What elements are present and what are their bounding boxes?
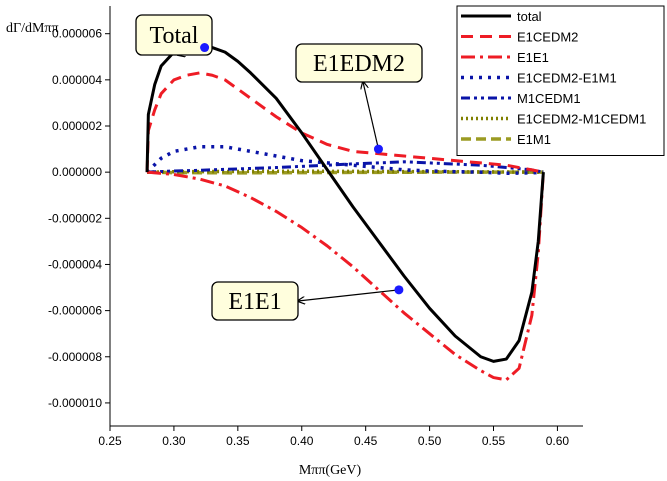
annotation-arrow [298,289,399,301]
annotation-marker [394,285,404,295]
y-axis-title: dΓ/dMππ [6,21,59,36]
legend: total E1CEDM2 E1E1 E1CEDM2-E1M1 M1CEDM1 E1CED… [456,5,665,156]
legend-label: total [517,9,542,24]
y-tick-label: 0.000002 [52,119,102,133]
x-tick-label: 0.35 [226,434,250,448]
y-tick-label: -0.000008 [48,350,102,364]
y-tick-label: -0.000006 [48,304,102,318]
annotation-arrow [363,82,380,150]
annotation-marker [373,144,383,154]
annotation-label: E1E1 [228,289,281,315]
axes: 0.25 0.30 0.35 0.40 0.45 0.50 0.55 0.60 0.000006… [48,6,583,448]
series-line-m1cedm1 [147,160,544,174]
annotation-marker [200,43,210,53]
y-tick-label: -0.000004 [48,257,102,271]
x-tick-label: 0.25 [98,434,122,448]
legend-label: E1E1 [517,50,549,65]
y-tick-label: -0.000010 [48,396,102,410]
x-tick-label: 0.50 [418,434,442,448]
annotation-box [135,14,213,56]
x-tick-label: 0.55 [482,434,506,448]
annotation-label: Total [150,23,199,49]
y-tick-label: 0.000000 [52,165,102,179]
series-line-e1cedm2 [145,71,544,174]
y-tick-label: -0.000002 [48,211,102,225]
legend-label: E1CEDM2-M1CEDM1 [517,112,646,127]
x-tick-label: 0.30 [162,434,186,448]
x-tick-label: 0.40 [290,434,314,448]
y-tick-label: 0.000006 [52,27,102,41]
x-axis-title: Mππ(GeV) [299,463,362,478]
x-tick-label: 0.45 [354,434,378,448]
annotation-label: E1EDM2 [313,51,405,77]
legend-box [456,5,665,156]
annotation-box [295,43,423,83]
legend-label: E1CEDM2 [517,30,578,45]
legend-label: M1CEDM1 [517,91,581,106]
series-line-e1cedm2-m1cedm1 [147,169,544,174]
series-line-e1cedm2-e1m1 [145,145,544,176]
annotation-box [211,281,299,321]
legend-label: E1M1 [517,132,551,147]
legend-label: E1CEDM2-E1M1 [517,71,617,86]
x-tick-label: 0.60 [546,434,570,448]
y-tick-label: 0.000004 [52,73,102,87]
series-line-e1e1 [146,170,545,382]
annotation-layer: Total E1EDM2 E1E1 [135,14,423,321]
